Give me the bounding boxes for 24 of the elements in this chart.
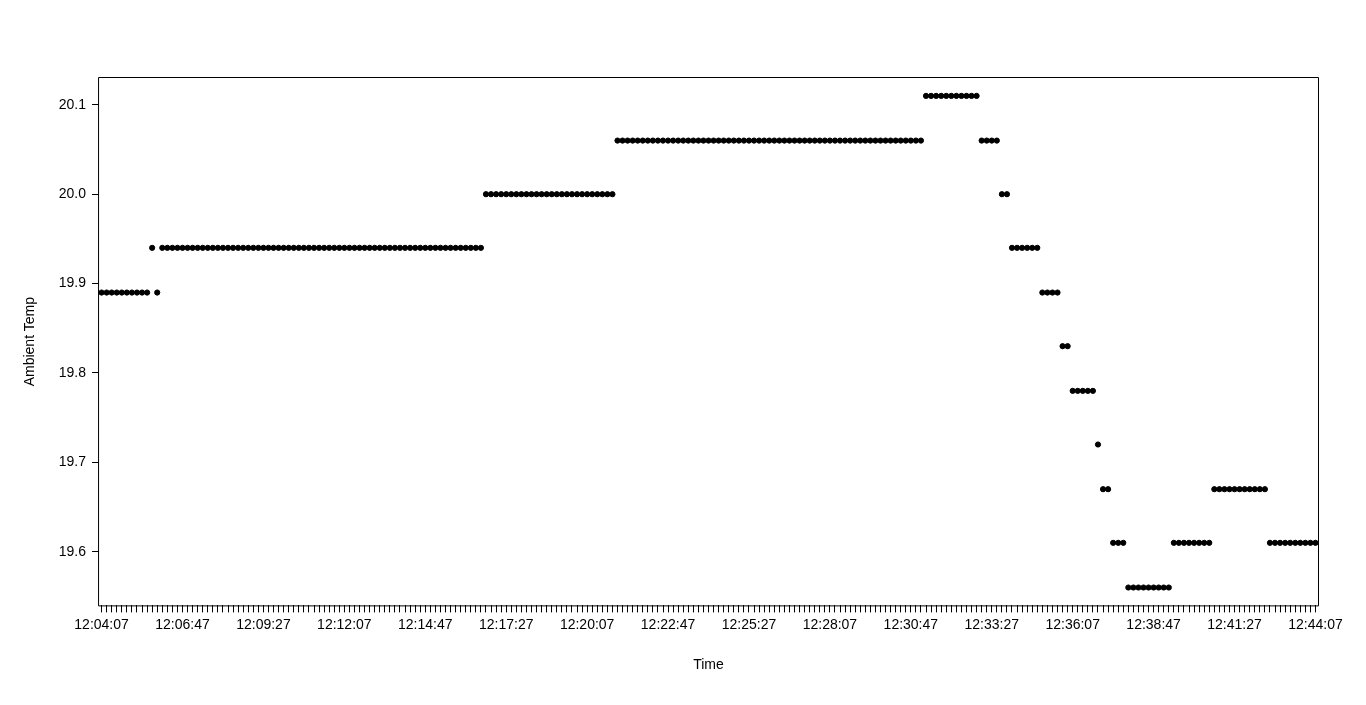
y-tick-label: 19.7: [58, 453, 87, 470]
x-tick-label: 12:09:27: [236, 615, 291, 632]
x-tick-label: 12:06:47: [155, 615, 210, 632]
y-axis-title: Ambient Temp: [21, 296, 38, 387]
x-tick-label: 12:25:27: [721, 615, 777, 632]
y-tick-label: 20.0: [58, 185, 87, 202]
x-tick-label: 12:20:07: [559, 615, 615, 632]
x-tick-label: 12:12:07: [317, 615, 372, 632]
y-tick-label: 20.1: [58, 95, 87, 112]
y-tick-label: 19.6: [58, 542, 87, 559]
x-tick-label: 12:30:47: [883, 615, 939, 632]
x-tick-label: 12:38:47: [1126, 615, 1182, 632]
x-tick-label: 12:22:47: [640, 615, 696, 632]
x-tick-label: 12:04:07: [74, 615, 130, 632]
y-tick-label: 19.9: [58, 274, 87, 291]
x-tick-label: 12:44:07: [1288, 615, 1343, 632]
x-tick-label: 12:17:27: [478, 615, 534, 632]
x-tick-label: 12:28:07: [802, 615, 858, 632]
x-tick-label: 12:14:47: [398, 615, 453, 632]
x-axis-title: Time: [693, 656, 725, 673]
y-tick-label: 19.8: [58, 363, 87, 380]
x-tick-label: 12:41:27: [1207, 615, 1262, 632]
x-tick-label: 12:33:27: [964, 615, 1020, 632]
x-tick-label: 12:36:07: [1045, 615, 1101, 632]
